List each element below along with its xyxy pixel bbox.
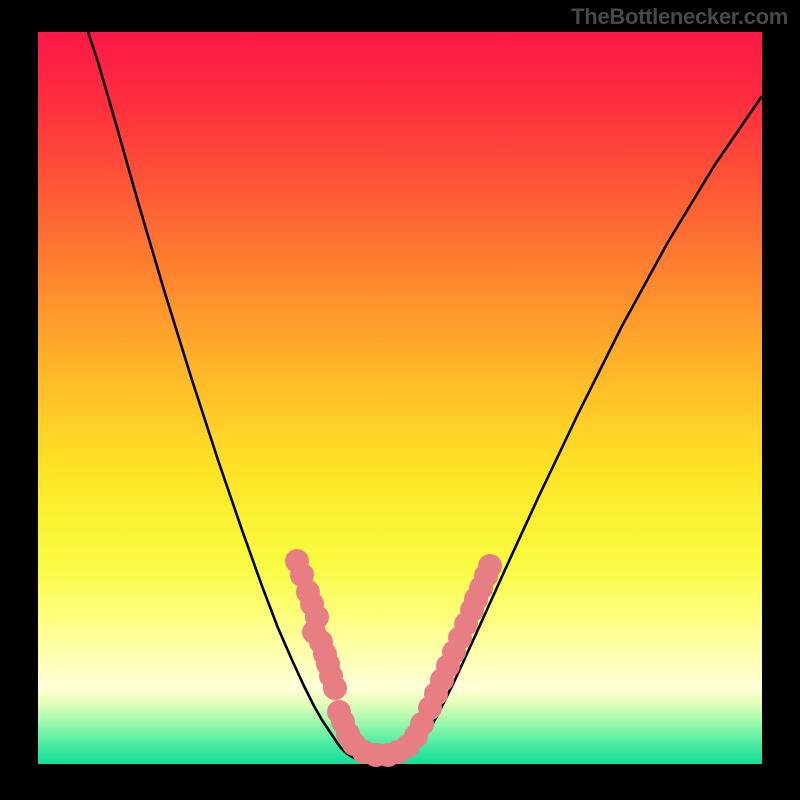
curve-svg xyxy=(38,32,762,764)
watermark-text: TheBottlenecker.com xyxy=(571,4,788,30)
data-marker xyxy=(323,676,347,700)
bottleneck-curve xyxy=(86,26,762,762)
data-marker xyxy=(478,554,502,578)
chart-frame: TheBottlenecker.com xyxy=(0,0,800,800)
